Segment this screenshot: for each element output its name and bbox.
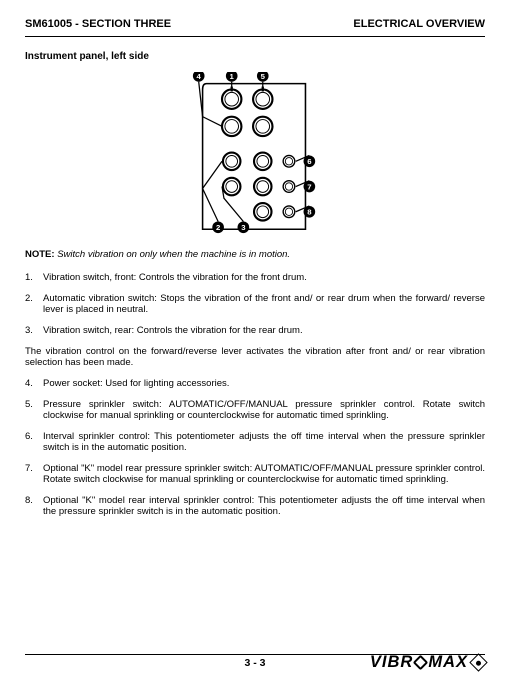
svg-text:7: 7 [307, 182, 311, 191]
list-item: 6.Interval sprinkler control: This poten… [25, 431, 485, 453]
list-item-number: 4. [25, 378, 43, 389]
brand-pre: VIBR [370, 653, 413, 672]
list-item-number: 3. [25, 325, 43, 336]
list-item-number: 1. [25, 272, 43, 283]
vibration-paragraph: The vibration control on the forward/rev… [25, 346, 485, 368]
list-item-number: 7. [25, 463, 43, 485]
svg-text:1: 1 [230, 72, 235, 81]
list-item: 2.Automatic vibration switch: Stops the … [25, 293, 485, 315]
list-item-number: 5. [25, 399, 43, 421]
subheading: Instrument panel, left side [25, 51, 485, 62]
list-item: 5.Pressure sprinkler switch: AUTOMATIC/O… [25, 399, 485, 421]
note-text: Switch vibration on only when the machin… [55, 249, 291, 260]
brand-mark-icon [469, 653, 487, 671]
header-left: SM61005 - SECTION THREE [25, 18, 171, 30]
panel-diagram: 1 4 5 6 7 8 2 3 [25, 72, 485, 237]
list-item: 4.Power socket: Used for lighting access… [25, 378, 485, 389]
list-item-text: Vibration switch, front: Controls the vi… [43, 272, 485, 283]
list-item: 1.Vibration switch, front: Controls the … [25, 272, 485, 283]
list-item-number: 6. [25, 431, 43, 453]
list-item: 3.Vibration switch, rear: Controls the v… [25, 325, 485, 336]
svg-text:5: 5 [261, 72, 266, 81]
list-item-text: Pressure sprinkler switch: AUTOMATIC/OFF… [43, 399, 485, 421]
list-item-text: Interval sprinkler control: This potenti… [43, 431, 485, 453]
list-item-text: Power socket: Used for lighting accessor… [43, 378, 485, 389]
header-right: ELECTRICAL OVERVIEW [353, 18, 485, 30]
brand-post: MAX [428, 653, 468, 672]
list-item-text: Vibration switch, rear: Controls the vib… [43, 325, 485, 336]
brand-logo: VIBR MAX [370, 653, 485, 672]
note-label: NOTE: [25, 249, 55, 260]
svg-text:8: 8 [307, 208, 312, 217]
list-item: 8.Optional "K" model rear interval sprin… [25, 495, 485, 517]
svg-text:2: 2 [216, 223, 220, 232]
page-number: 3 - 3 [244, 657, 265, 669]
brand-o-icon [413, 655, 429, 671]
svg-text:4: 4 [197, 72, 202, 81]
list-item-text: Optional "K" model rear pressure sprinkl… [43, 463, 485, 485]
list-item-number: 2. [25, 293, 43, 315]
svg-text:3: 3 [241, 223, 246, 232]
svg-text:6: 6 [307, 157, 312, 166]
list-item-number: 8. [25, 495, 43, 517]
list-item: 7.Optional "K" model rear pressure sprin… [25, 463, 485, 485]
list-item-text: Optional "K" model rear interval sprinkl… [43, 495, 485, 517]
list-item-text: Automatic vibration switch: Stops the vi… [43, 293, 485, 315]
note: NOTE: Switch vibration on only when the … [25, 249, 485, 260]
